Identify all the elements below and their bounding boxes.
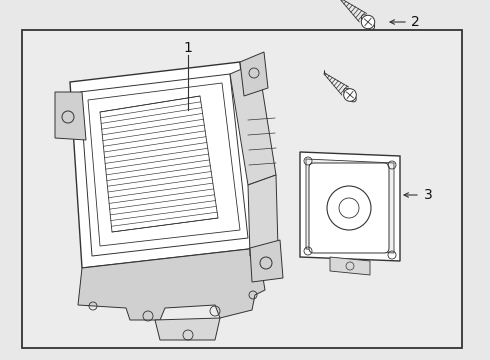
Polygon shape	[88, 83, 240, 246]
Polygon shape	[330, 257, 370, 275]
Polygon shape	[80, 74, 248, 256]
Polygon shape	[70, 62, 258, 268]
Polygon shape	[155, 318, 220, 340]
Ellipse shape	[344, 88, 356, 102]
Polygon shape	[100, 96, 218, 232]
Bar	[22, 30, 462, 348]
Circle shape	[343, 89, 356, 101]
Polygon shape	[250, 240, 283, 282]
Polygon shape	[78, 248, 265, 320]
Polygon shape	[248, 175, 278, 256]
FancyBboxPatch shape	[309, 163, 389, 253]
Circle shape	[361, 15, 375, 29]
Text: 2: 2	[411, 15, 419, 29]
Polygon shape	[240, 52, 268, 96]
Polygon shape	[300, 152, 400, 261]
Polygon shape	[230, 62, 276, 185]
Ellipse shape	[362, 15, 374, 29]
Polygon shape	[55, 92, 86, 140]
Polygon shape	[306, 159, 394, 253]
Text: 1: 1	[184, 41, 193, 55]
Text: 3: 3	[424, 188, 432, 202]
